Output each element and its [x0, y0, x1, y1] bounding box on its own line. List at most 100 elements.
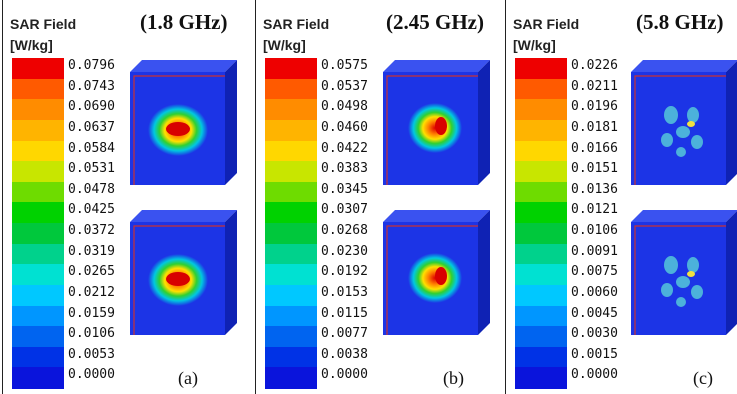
model-top-face [383, 210, 490, 222]
scale-swatch [515, 284, 567, 306]
frequency-label: (1.8 GHz) [140, 10, 228, 34]
scale-swatch [265, 161, 317, 183]
scale-swatch [265, 119, 317, 141]
scale-swatch [265, 99, 317, 121]
scale-tick-label: 0.0319 [68, 243, 115, 259]
scale-tick-label: 0.0425 [68, 202, 115, 218]
scale-swatch [12, 284, 64, 306]
color-scale: 0.0575 0.0537 0.0498 0.0460 0.0422 0.0383 0.03… [265, 58, 368, 389]
model-top-face [130, 60, 237, 72]
scale-swatch [12, 367, 64, 389]
scale-swatch [515, 243, 567, 265]
model-top-face [631, 210, 737, 222]
scale-tick-label: 0.0015 [571, 346, 618, 362]
scale-swatch [12, 202, 64, 224]
legend-unit: [W/kg] [10, 37, 53, 53]
sar-spot [687, 107, 699, 123]
scale-swatch [12, 264, 64, 286]
panel-b: SAR Field [W/kg] 0.0575 0.0537 0.0498 0.0460 0… [253, 0, 503, 394]
scale-tick-label: 0.0106 [571, 223, 618, 238]
scale-swatch [12, 305, 64, 327]
scale-tick-label: 0.0637 [68, 119, 115, 135]
scale-swatch [265, 58, 317, 80]
model-top-face [631, 60, 737, 72]
color-scale: 0.0796 0.0743 0.0690 0.0637 0.0584 0.0531 0.04… [12, 58, 115, 389]
subfigure-label: (c) [693, 368, 713, 388]
model-side-face [478, 210, 490, 335]
scale-tick-label: 0.0531 [68, 161, 115, 177]
legend-title: SAR Field [10, 16, 77, 32]
sar-spot [691, 135, 703, 149]
scale-tick-label: 0.0091 [571, 243, 618, 259]
scale-tick-label: 0.0498 [321, 99, 368, 115]
scale-swatch [515, 161, 567, 183]
scale-swatch [265, 78, 317, 100]
scale-tick-label: 0.0038 [321, 346, 368, 362]
scale-tick-label: 0.0345 [321, 181, 368, 197]
sar-spot [664, 256, 678, 274]
model-edge-line [386, 225, 478, 335]
model-side-face [726, 61, 737, 185]
scale-swatch [12, 78, 64, 100]
scale-tick-label: 0.0159 [68, 305, 115, 321]
scale-tick-label: 0.0575 [321, 58, 368, 73]
frequency-label: (5.8 GHz) [636, 10, 724, 34]
scale-swatch [515, 78, 567, 100]
scale-tick-label: 0.0372 [68, 223, 115, 238]
sar-model-upper [130, 60, 237, 185]
scale-tick-label: 0.0307 [321, 202, 368, 218]
scale-tick-label: 0.0045 [571, 305, 618, 321]
scale-swatch [515, 367, 567, 389]
scale-swatch [265, 223, 317, 245]
scale-swatch [515, 346, 567, 368]
model-edge-line [386, 75, 478, 185]
model-side-face [726, 211, 737, 335]
sar-peak [166, 272, 190, 286]
panel-divider [255, 0, 256, 394]
scale-swatch [265, 326, 317, 348]
scale-swatch [12, 181, 64, 203]
scale-swatch [12, 346, 64, 368]
scale-tick-label: 0.0077 [321, 326, 368, 342]
sar-model-lower [383, 210, 490, 335]
sar-model-upper [383, 60, 490, 185]
legend-unit: [W/kg] [263, 37, 306, 53]
scale-swatch [515, 181, 567, 203]
scale-swatch [515, 140, 567, 162]
scale-tick-label: 0.0265 [68, 264, 115, 280]
scale-tick-label: 0.0060 [571, 284, 618, 300]
scale-swatch [12, 58, 64, 80]
scale-tick-label: 0.0181 [571, 119, 618, 135]
model-edge-line [634, 75, 726, 185]
model-side-face [478, 60, 490, 185]
sar-peak [687, 121, 695, 127]
scale-tick-label: 0.0166 [571, 140, 618, 156]
scale-swatch [265, 367, 317, 389]
sar-spot [676, 147, 686, 157]
scale-tick-label: 0.0383 [321, 161, 368, 177]
sar-spot [676, 126, 690, 138]
legend-title: SAR Field [513, 16, 580, 32]
scale-swatch [12, 243, 64, 265]
sar-peak [435, 117, 447, 135]
legend-title: SAR Field [263, 16, 330, 32]
scale-tick-label: 0.0584 [68, 140, 115, 156]
scale-tick-label: 0.0690 [68, 99, 115, 115]
scale-tick-label: 0.0106 [68, 326, 115, 342]
model-top-face [383, 60, 490, 72]
scale-tick-label: 0.0000 [68, 367, 115, 383]
scale-tick-label: 0.0030 [571, 326, 618, 342]
scale-swatch [265, 305, 317, 327]
scale-swatch [12, 161, 64, 183]
scale-swatch [265, 243, 317, 265]
sar-hotspot [408, 103, 462, 153]
sar-spot [691, 285, 703, 299]
scale-tick-label: 0.0153 [321, 284, 368, 300]
scale-tick-label: 0.0226 [571, 58, 618, 73]
scale-swatch [515, 202, 567, 224]
scale-swatch [265, 140, 317, 162]
model-edge-line [133, 75, 225, 185]
scale-swatch [515, 119, 567, 141]
scale-tick-label: 0.0211 [571, 78, 618, 94]
model-edge-line [634, 225, 726, 335]
